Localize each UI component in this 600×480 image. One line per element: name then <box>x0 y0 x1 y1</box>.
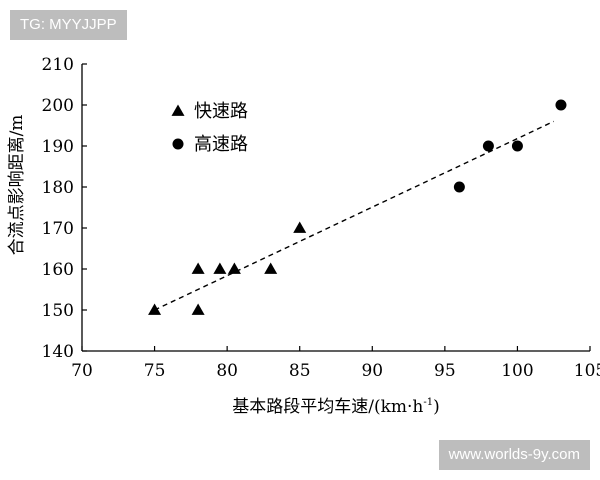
x-tick-label: 75 <box>144 361 166 381</box>
legend-marker-circle <box>172 138 184 150</box>
y-tick-label: 180 <box>42 178 74 198</box>
y-tick-label: 140 <box>42 342 74 362</box>
triangle-point <box>264 262 278 274</box>
data-points <box>148 99 567 315</box>
axes <box>81 64 590 352</box>
x-tick-label: 90 <box>361 361 383 381</box>
legend-label: 高速路 <box>194 134 248 155</box>
circle-point <box>511 140 523 152</box>
x-tick-label: 85 <box>289 361 311 381</box>
watermark-top-left: TG: MYYJJPP <box>10 10 127 40</box>
triangle-point <box>148 303 162 315</box>
triangle-point <box>227 262 241 274</box>
circle-point <box>453 181 465 193</box>
trendline <box>154 120 555 311</box>
ticks: 70 75 80 85 90 95 100 105 140 150 160 170 180 190 200 2… <box>42 55 600 381</box>
triangle-point <box>191 262 205 274</box>
x-tick-label: 80 <box>216 361 238 381</box>
triangle-point <box>213 262 227 274</box>
legend-marker-triangle <box>171 104 185 116</box>
y-tick-label: 210 <box>42 55 74 75</box>
y-tick-label: 150 <box>42 301 74 321</box>
circle-point <box>555 99 567 111</box>
y-tick-label: 160 <box>42 260 74 280</box>
y-tick-label: 170 <box>42 219 74 239</box>
y-axis-label: 合流点影响距离/m <box>7 115 27 256</box>
triangle-point <box>293 221 307 233</box>
triangle-point <box>191 303 205 315</box>
legend-label: 快速路 <box>194 101 248 122</box>
circle-point <box>482 140 494 152</box>
y-tick-label: 200 <box>42 96 74 116</box>
x-axis-label: 基本路段平均车速/(km·h-1) <box>232 397 440 417</box>
x-tick-label: 70 <box>71 361 93 381</box>
x-tick-label: 105 <box>574 361 600 381</box>
watermark-bottom-right: www.worlds-9y.com <box>438 440 590 470</box>
trendline-path <box>154 120 555 311</box>
x-tick-label: 100 <box>501 361 533 381</box>
x-tick-label: 95 <box>434 361 456 381</box>
y-tick-label: 190 <box>42 137 74 157</box>
